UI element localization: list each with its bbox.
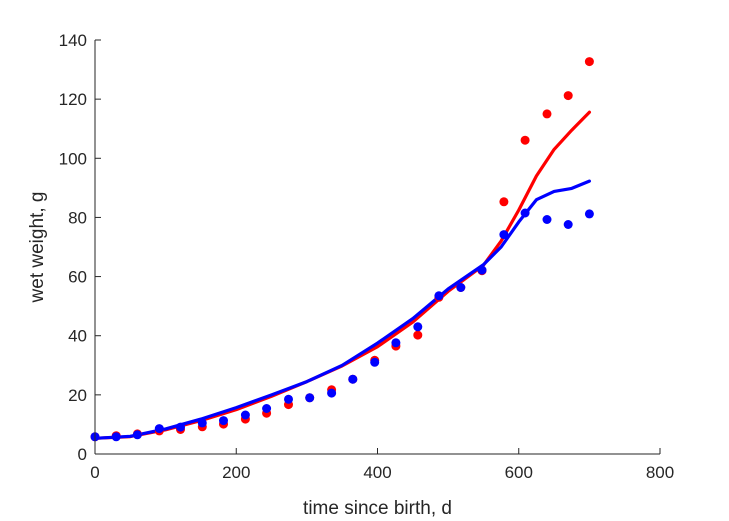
data-point-series-2 [456, 283, 466, 292]
y-tick-label: 0 [78, 445, 87, 464]
x-tick-label: 800 [646, 463, 674, 482]
data-point-series-2 [327, 388, 337, 398]
data-point-series-2 [499, 230, 509, 240]
data-point-series-2 [111, 432, 121, 442]
data-point-series-2 [434, 291, 444, 301]
data-point-series-2 [262, 404, 272, 413]
y-tick-label: 140 [59, 31, 87, 50]
data-point-series-2 [520, 208, 530, 218]
x-tick-label: 200 [222, 463, 250, 482]
data-point-series-2 [176, 422, 185, 432]
data-point-series-1 [413, 330, 423, 340]
data-point-series-2 [391, 338, 401, 348]
data-point-series-2 [219, 416, 228, 426]
y-tick-label: 120 [59, 90, 87, 109]
data-point-series-2 [563, 220, 573, 229]
x-tick-label: 0 [90, 463, 99, 482]
data-point-series-2 [284, 394, 293, 404]
data-point-series-1 [520, 135, 530, 145]
y-tick-label: 40 [68, 327, 87, 346]
x-axis-label: time since birth, d [303, 498, 452, 519]
y-tick-label: 80 [68, 208, 87, 227]
data-point-series-2 [154, 424, 164, 434]
x-tick-label: 400 [363, 463, 391, 482]
data-point-series-1 [584, 57, 594, 67]
data-point-series-2 [584, 209, 594, 219]
fit-line-series-1 [93, 110, 591, 440]
data-point-series-2 [240, 410, 250, 420]
axes [94, 40, 660, 455]
data-point-series-2 [370, 357, 380, 367]
fit-line-series-2 [93, 179, 591, 440]
data-point-series-2 [132, 430, 142, 440]
ticks: 0 200 400 600 800 0 20 40 60 80 100 120 140 [59, 31, 675, 482]
data-point-series-1 [563, 91, 573, 101]
y-tick-label: 60 [68, 268, 87, 287]
plot-area [90, 57, 594, 442]
data-point-series-1 [499, 197, 509, 207]
data-point-series-2 [542, 215, 552, 224]
data-point-series-2 [305, 393, 315, 403]
data-point-series-2 [477, 265, 487, 275]
data-point-series-2 [348, 374, 358, 384]
y-tick-label: 100 [59, 149, 87, 168]
data-point-series-2 [197, 418, 207, 428]
y-axis-label: wet weight, g [27, 192, 48, 304]
data-point-series-2 [413, 322, 423, 332]
x-tick-label: 600 [505, 463, 533, 482]
y-tick-label: 20 [68, 386, 87, 405]
data-point-series-1 [542, 109, 552, 119]
